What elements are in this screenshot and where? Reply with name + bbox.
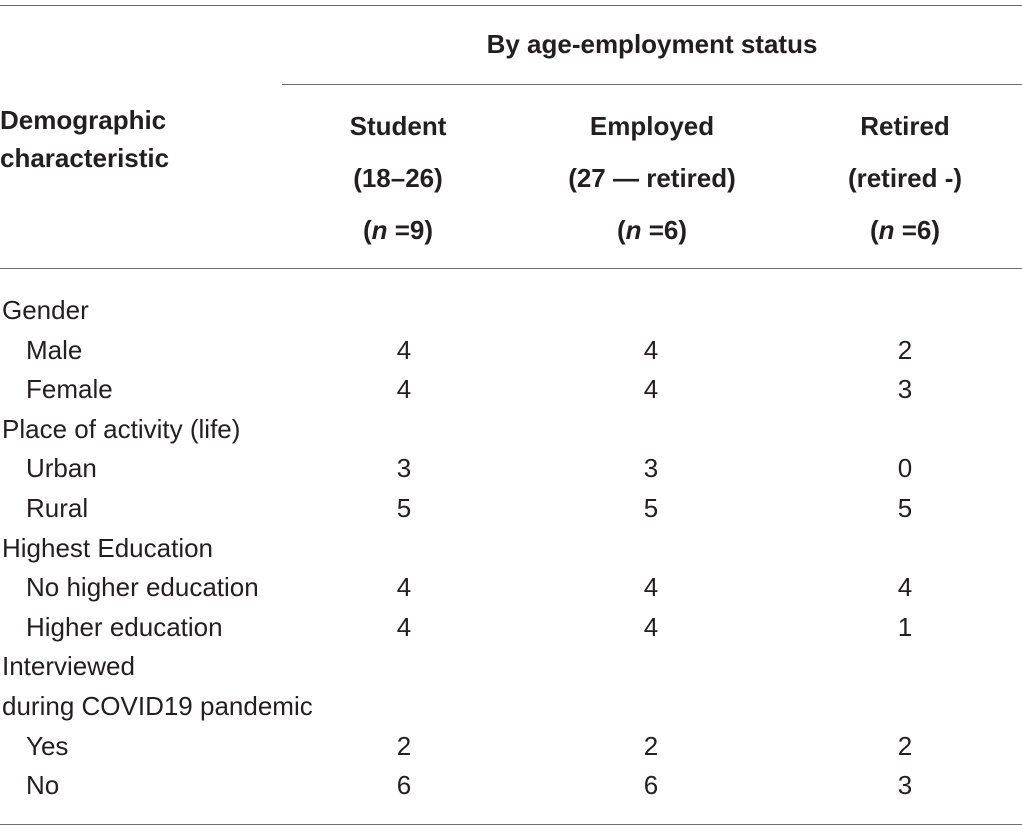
retired-value: 3: [897, 770, 913, 800]
row-label: No: [26, 770, 60, 800]
n-symbol: n: [878, 215, 895, 245]
employed-value: 4: [643, 612, 659, 642]
column-header-title: Student: [349, 111, 447, 141]
table-row: Female 4 4 3: [0, 369, 1022, 409]
row-label: Female: [26, 374, 113, 404]
column-header-employed: Employed (27 — retired) (n =6): [522, 108, 782, 264]
row-label: Gender: [2, 295, 89, 325]
n-value: =9): [387, 215, 434, 245]
column-header-range: (27 — retired): [568, 163, 736, 193]
retired-value: 4: [897, 572, 913, 602]
table-row: Urban 3 3 0: [0, 448, 1022, 488]
table-bottom-rule: [0, 824, 1022, 825]
student-value: 4: [396, 335, 412, 365]
row-label: Male: [26, 335, 83, 365]
student-value: 2: [396, 731, 412, 761]
retired-value: 3: [897, 374, 913, 404]
row-label: Urban: [26, 453, 97, 483]
n-open: (: [616, 215, 626, 245]
table-row: Interviewed: [0, 646, 1022, 686]
retired-value: 5: [897, 493, 913, 523]
column-header-n: (n =6): [522, 212, 782, 264]
n-symbol: n: [371, 215, 388, 245]
column-header-student: Student (18–26) (n =9): [268, 108, 528, 264]
table-row: Male 4 4 2: [0, 330, 1022, 370]
column-header-retired: Retired (retired -) (n =6): [775, 108, 1022, 264]
student-value: 4: [396, 572, 412, 602]
row-label: Interviewed: [2, 651, 135, 681]
n-open: (: [869, 215, 879, 245]
employed-value: 4: [643, 335, 659, 365]
student-value: 4: [396, 374, 412, 404]
row-label: during COVID19 pandemic: [2, 691, 313, 721]
table-row: Yes 2 2 2: [0, 726, 1022, 766]
table-row: Gender: [0, 290, 1022, 330]
n-open: (: [362, 215, 372, 245]
row-label: No higher education: [26, 572, 259, 602]
table-row: during COVID19 pandemic: [0, 686, 1022, 726]
column-header-n: (n =9): [268, 212, 528, 264]
header-bottom-rule: [0, 268, 1022, 269]
employed-value: 4: [643, 572, 659, 602]
n-value: =6): [641, 215, 688, 245]
student-value: 4: [396, 612, 412, 642]
row-label: Higher education: [26, 612, 223, 642]
table-top-rule: [0, 5, 1022, 6]
header-line: Demographic: [0, 105, 167, 135]
employed-value: 5: [643, 493, 659, 523]
column-header-range: (18–26): [353, 163, 443, 193]
demographic-characteristic-header: Demographic characteristic: [0, 101, 169, 177]
table-row: No higher education 4 4 4: [0, 567, 1022, 607]
row-label: Rural: [26, 493, 89, 523]
column-header-title: Retired: [860, 111, 950, 141]
column-header-range: (retired -): [847, 163, 963, 193]
row-label: Place of activity (life): [2, 414, 241, 444]
table-row: Higher education 4 4 1: [0, 607, 1022, 647]
student-value: 3: [396, 453, 412, 483]
employed-value: 6: [643, 770, 659, 800]
header-line: characteristic: [0, 143, 170, 173]
retired-value: 2: [897, 335, 913, 365]
table-row: No 6 6 3: [0, 765, 1022, 805]
row-label: Highest Education: [2, 533, 214, 563]
column-header-title: Employed: [589, 111, 715, 141]
retired-value: 0: [897, 453, 913, 483]
row-label: Yes: [26, 731, 69, 761]
column-header-n: (n =6): [775, 212, 1022, 264]
employed-value: 4: [643, 374, 659, 404]
employed-value: 2: [643, 731, 659, 761]
n-value: =6): [894, 215, 941, 245]
table-row: Place of activity (life): [0, 409, 1022, 449]
n-symbol: n: [625, 215, 642, 245]
retired-value: 2: [897, 731, 913, 761]
column-spanner-heading: By age-employment status: [486, 29, 818, 59]
employed-value: 3: [643, 453, 659, 483]
student-value: 6: [396, 770, 412, 800]
retired-value: 1: [897, 612, 913, 642]
table-row: Highest Education: [0, 528, 1022, 568]
table-row: Rural 5 5 5: [0, 488, 1022, 528]
spanner-rule: [282, 84, 1022, 85]
student-value: 5: [396, 493, 412, 523]
